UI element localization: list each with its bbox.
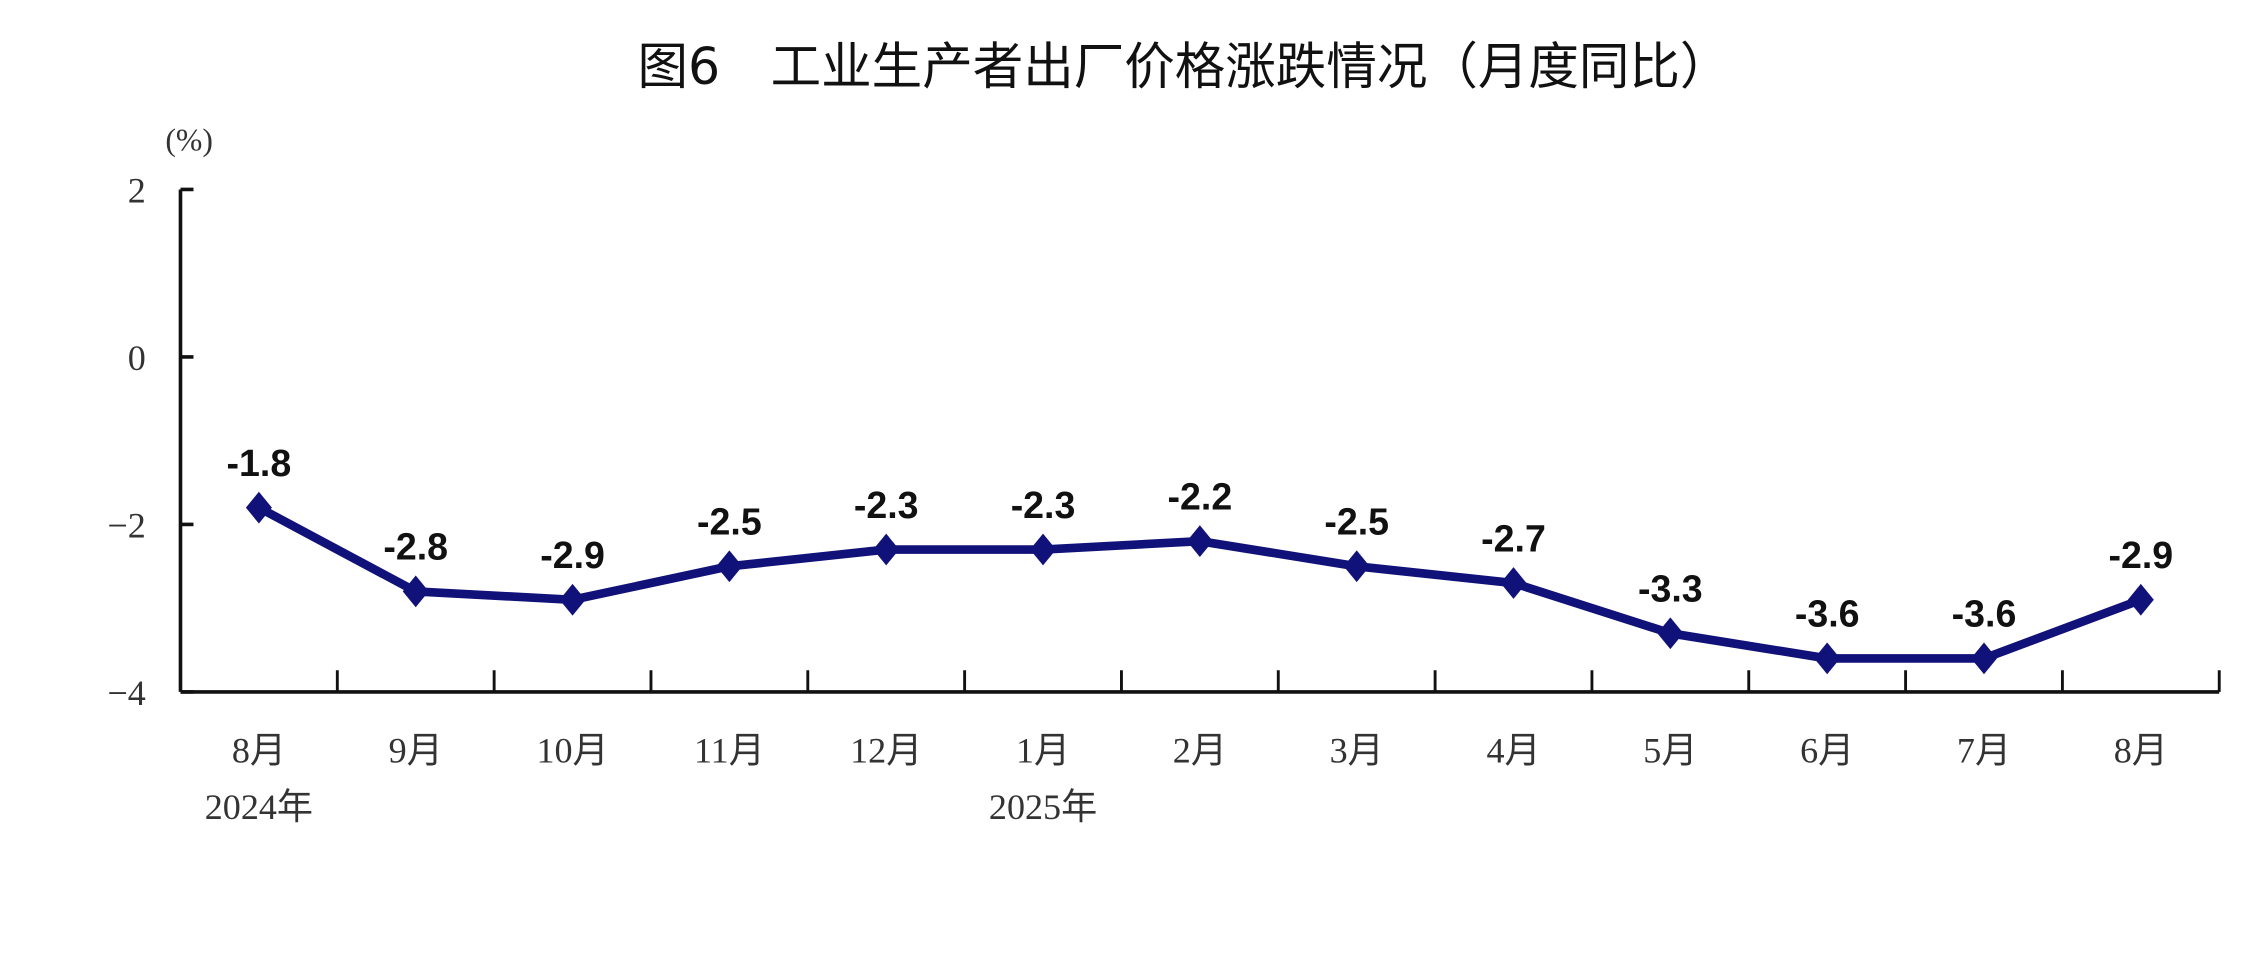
data-point — [1030, 533, 1057, 566]
y-axis-unit: (%) — [165, 122, 213, 157]
data-point — [1814, 642, 1841, 675]
x-tick-label: 9月 — [389, 731, 443, 771]
data-point — [873, 533, 900, 566]
data-label: -2.8 — [383, 526, 448, 568]
data-point — [402, 575, 429, 608]
data-label: -2.5 — [697, 501, 762, 543]
data-label: -3.3 — [1638, 568, 1703, 610]
x-tick-label: 5月 — [1643, 731, 1697, 771]
data-label: -1.8 — [227, 442, 292, 484]
data-point — [716, 550, 743, 583]
x-tick-label: 6月 — [1800, 731, 1854, 771]
x-tick-label: 7月 — [1957, 731, 2011, 771]
data-label: -3.6 — [1952, 593, 2017, 635]
x-tick-label: 8月 — [2114, 731, 2168, 771]
data-point — [559, 583, 586, 616]
data-label: -3.6 — [1795, 593, 1860, 635]
data-label: -2.7 — [1481, 517, 1546, 559]
x-tick-label: 1月 — [1016, 731, 1070, 771]
data-point — [245, 491, 272, 524]
x-tick-label: 12月 — [850, 731, 922, 771]
x-tick-label: 11月 — [694, 731, 765, 771]
data-point — [1971, 642, 1997, 675]
y-tick-label: 0 — [128, 338, 146, 378]
x-tick-label: 3月 — [1330, 731, 1384, 771]
x-year-label: 2024年 — [205, 787, 313, 827]
data-point — [1186, 525, 1213, 558]
x-tick-label: 2月 — [1173, 731, 1227, 771]
data-point — [1500, 567, 1527, 599]
x-tick-label: 4月 — [1486, 731, 1540, 771]
data-label: -2.2 — [1168, 475, 1233, 517]
chart-title: 图6 工业生产者出厂价格涨跌情况（月度同比） — [637, 37, 1730, 96]
data-point — [1343, 550, 1370, 583]
y-tick-label: −4 — [107, 673, 145, 713]
data-label: -2.3 — [854, 484, 919, 526]
data-label: -2.5 — [1324, 501, 1389, 543]
x-tick-label: 10月 — [536, 731, 608, 771]
x-year-label: 2025年 — [989, 787, 1097, 827]
x-tick-label: 8月 — [232, 731, 286, 771]
data-label: -2.3 — [1011, 484, 1076, 526]
y-tick-label: 2 — [128, 170, 146, 210]
data-point — [1657, 617, 1684, 650]
data-point — [2127, 583, 2154, 616]
data-label: -2.9 — [540, 534, 605, 576]
y-tick-label: −2 — [107, 505, 145, 545]
data-label: -2.9 — [2108, 534, 2173, 576]
